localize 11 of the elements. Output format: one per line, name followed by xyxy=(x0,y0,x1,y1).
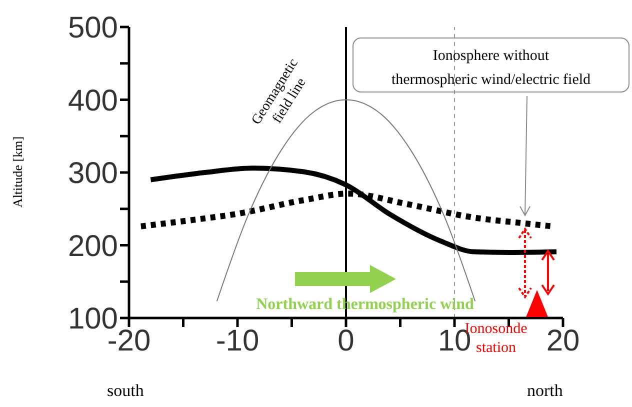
x-tick-label: -10 xyxy=(216,324,260,358)
y-tick-label: 500 xyxy=(68,12,118,45)
y-axis-title: Altitude [km] xyxy=(10,136,25,208)
text: Ionosphere without thermospheric wind/electric field xyxy=(391,48,592,88)
x-tick-label: 20 xyxy=(546,324,580,358)
y-tick-label: 300 xyxy=(68,157,118,190)
y-tick-label: 200 xyxy=(68,230,118,263)
text: south xyxy=(107,381,144,400)
y-tick-label: 400 xyxy=(68,84,118,118)
text: north xyxy=(527,381,564,400)
x-tick-label: 0 xyxy=(338,324,354,358)
